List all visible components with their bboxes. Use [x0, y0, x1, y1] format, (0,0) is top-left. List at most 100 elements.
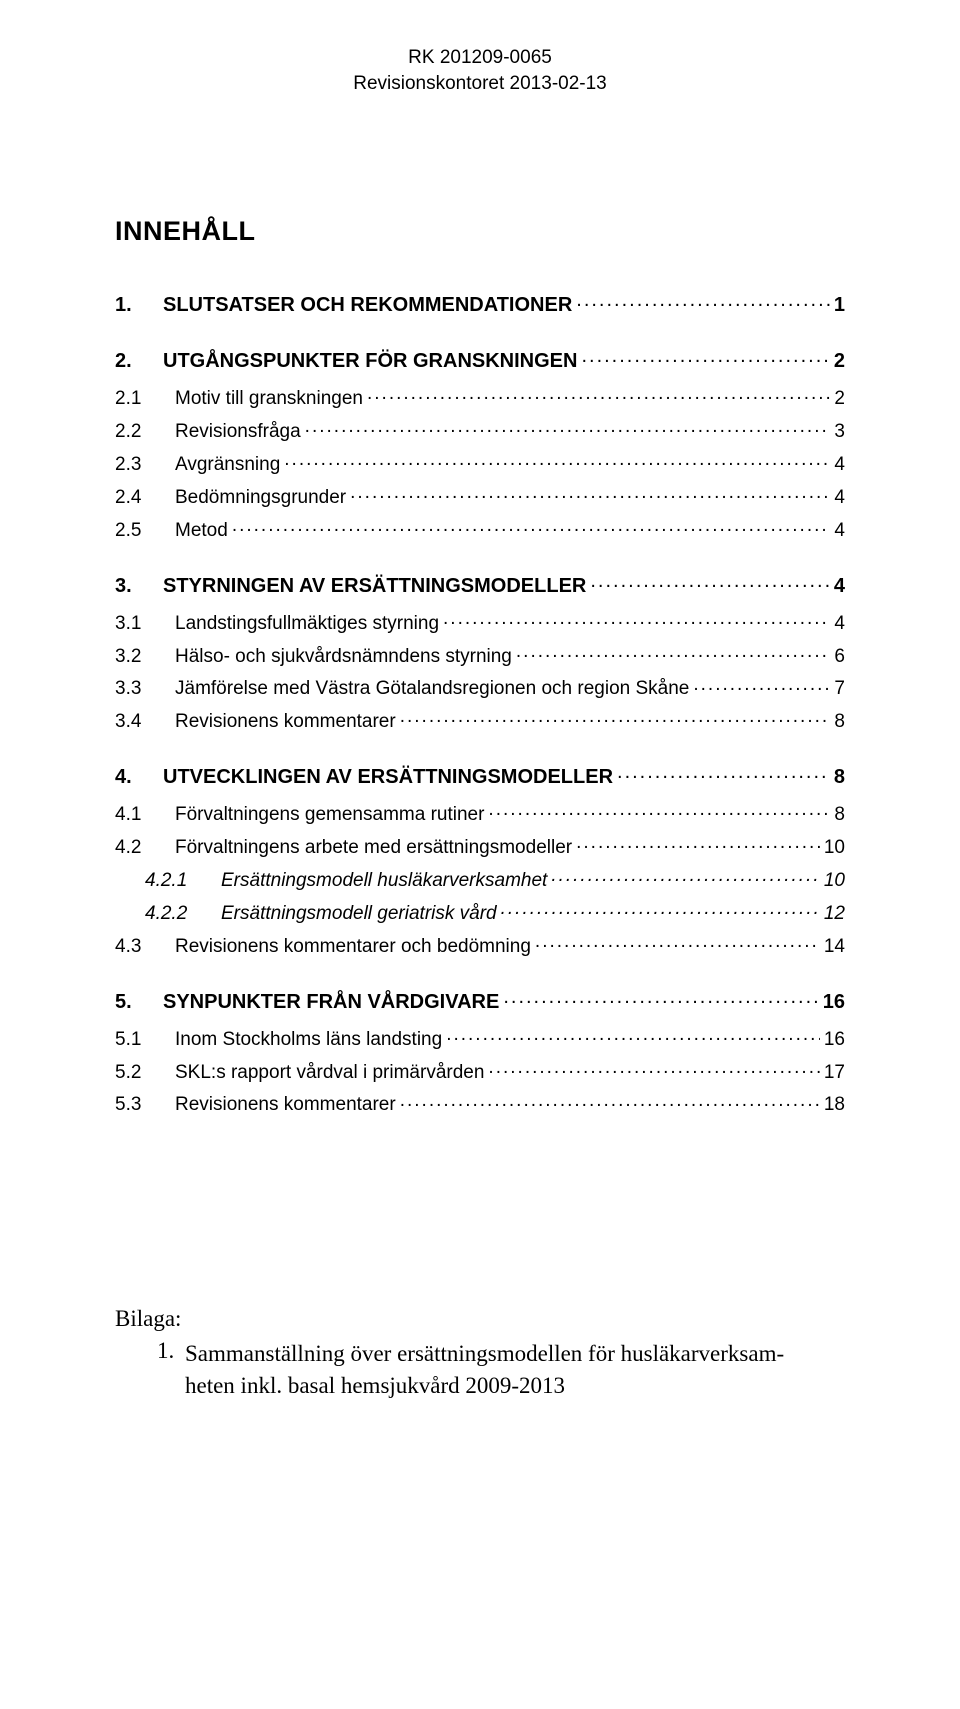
toc-num: 2.5: [115, 520, 157, 542]
toc-label: Revisionsfråga: [175, 421, 301, 443]
toc-page: 7: [834, 678, 845, 700]
toc-num: 5.2: [115, 1062, 157, 1084]
toc-leader-dots: [488, 799, 830, 820]
toc-page: 18: [824, 1094, 845, 1116]
toc-label: Inom Stockholms läns landsting: [175, 1029, 442, 1051]
toc-leader-dots: [284, 449, 830, 470]
bilaga-item-num: 1.: [157, 1338, 185, 1370]
bilaga-item-text-cont: heten inkl. basal hemsjukvård 2009-2013: [185, 1370, 845, 1402]
toc-leader-dots: [305, 416, 831, 437]
toc-num: 2.2: [115, 421, 157, 443]
toc-label: UTGÅNGSPUNKTER FÖR GRANSKNINGEN: [163, 350, 577, 373]
toc-num: 2.: [115, 350, 145, 373]
toc-label: Ersättningsmodell geriatrisk vård: [221, 903, 497, 925]
toc-row: 5.SYNPUNKTER FRÅN VÅRDGIVARE16: [115, 986, 845, 1014]
toc-row: 2.1Motiv till granskningen2: [115, 383, 845, 410]
toc-row: 4.3 Revisionens kommentarer och bedömning…: [115, 931, 845, 958]
toc-row: 4.UTVECKLINGEN AV ERSÄTTNINGSMODELLER8: [115, 761, 845, 789]
toc-page: 14: [824, 936, 845, 958]
toc-page: 4: [834, 575, 845, 598]
toc-label: SYNPUNKTER FRÅN VÅRDGIVARE: [163, 991, 499, 1014]
toc-num: 4.2.2: [145, 903, 203, 925]
toc-leader-dots: [443, 608, 830, 629]
toc-num: 4.1: [115, 804, 157, 826]
table-of-contents: 1.SLUTSATSER OCH REKOMMENDATIONER12.UTGÅ…: [115, 289, 845, 1116]
bilaga-item: 1. Sammanställning över ersättningsmodel…: [157, 1338, 845, 1370]
toc-page: 16: [823, 991, 845, 1014]
toc-leader-dots: [488, 1057, 819, 1078]
toc-label: Förvaltningens arbete med ersättningsmod…: [175, 837, 572, 859]
toc-num: 3.1: [115, 613, 157, 635]
toc-leader-dots: [516, 641, 831, 662]
toc-page: 10: [824, 837, 845, 859]
toc-leader-dots: [576, 289, 830, 311]
toc-leader-dots: [400, 706, 831, 727]
toc-num: 2.1: [115, 388, 157, 410]
toc-label: STYRNINGEN AV ERSÄTTNINGSMODELLER: [163, 575, 586, 598]
toc-num: 5.3: [115, 1094, 157, 1116]
document-header: RK 201209-0065 Revisionskontoret 2013-02…: [115, 45, 845, 96]
toc-row: 5.1Inom Stockholms läns landsting16: [115, 1024, 845, 1051]
toc-label: SKL:s rapport vårdval i primärvården: [175, 1062, 484, 1084]
toc-row: 5.3 Revisionens kommentarer 18: [115, 1090, 845, 1117]
bilaga-item-text: Sammanställning över ersättningsmodellen…: [185, 1338, 845, 1370]
toc-num: 5.1: [115, 1029, 157, 1051]
toc-num: 2.4: [115, 487, 157, 509]
toc-leader-dots: [581, 345, 829, 367]
toc-num: 4.2: [115, 837, 157, 859]
toc-leader-dots: [350, 482, 830, 503]
toc-row: 2. UTGÅNGSPUNKTER FÖR GRANSKNINGEN 2: [115, 345, 845, 373]
toc-leader-dots: [617, 761, 830, 783]
toc-leader-dots: [551, 865, 820, 886]
toc-row: 2.3 Avgränsning 4: [115, 449, 845, 476]
toc-page: 4: [834, 487, 845, 509]
toc-label: Revisionens kommentarer och bedömning: [175, 936, 531, 958]
toc-row: 4.1 Förvaltningens gemensamma rutiner 8: [115, 799, 845, 826]
toc-label: Förvaltningens gemensamma rutiner: [175, 804, 484, 826]
bilaga-title: Bilaga:: [115, 1306, 845, 1332]
toc-label: Revisionens kommentarer: [175, 1094, 396, 1116]
toc-page: 8: [834, 711, 845, 733]
toc-page: 8: [834, 804, 845, 826]
toc-row: 4.2 Förvaltningens arbete med ersättnings…: [115, 832, 845, 859]
toc-page: 2: [834, 350, 845, 373]
toc-row: 3.3Jämförelse med Västra Götalandsregion…: [115, 674, 845, 701]
toc-row: 3.4 Revisionens kommentarer 8: [115, 706, 845, 733]
toc-leader-dots: [535, 931, 820, 952]
toc-label: Revisionens kommentarer: [175, 711, 396, 733]
toc-label: Motiv till granskningen: [175, 388, 363, 410]
toc-label: Bedömningsgrunder: [175, 487, 346, 509]
toc-label: Avgränsning: [175, 454, 280, 476]
toc-row: 2.4 Bedömningsgrunder 4: [115, 482, 845, 509]
toc-num: 2.3: [115, 454, 157, 476]
toc-row: 2.5 Metod 4: [115, 515, 845, 542]
toc-leader-dots: [503, 986, 818, 1008]
toc-leader-dots: [367, 383, 830, 404]
toc-row: 3.2Hälso- och sjukvårdsnämndens styrning…: [115, 641, 845, 668]
toc-num: 4.: [115, 766, 145, 789]
toc-label: Metod: [175, 520, 228, 542]
toc-num: 4.3: [115, 936, 157, 958]
toc-page: 1: [834, 294, 845, 317]
toc-row: 3.STYRNINGEN AV ERSÄTTNINGSMODELLER4: [115, 570, 845, 598]
toc-page: 4: [834, 454, 845, 476]
toc-page: 4: [834, 613, 845, 635]
toc-num: 3.2: [115, 646, 157, 668]
toc-row: 4.2.1 Ersättningsmodell husläkarverksamhe…: [145, 865, 845, 892]
toc-label: Ersättningsmodell husläkarverksamhet: [221, 870, 547, 892]
toc-page: 3: [834, 421, 845, 443]
toc-leader-dots: [400, 1090, 820, 1111]
toc-leader-dots: [501, 898, 820, 919]
toc-page: 17: [824, 1062, 845, 1084]
toc-leader-dots: [590, 570, 830, 592]
header-date: Revisionskontoret 2013-02-13: [115, 71, 845, 97]
toc-label: UTVECKLINGEN AV ERSÄTTNINGSMODELLER: [163, 766, 613, 789]
toc-num: 4.2.1: [145, 870, 203, 892]
toc-label: Landstingsfullmäktiges styrning: [175, 613, 439, 635]
toc-leader-dots: [693, 674, 830, 695]
toc-page: 4: [834, 520, 845, 542]
toc-num: 3.4: [115, 711, 157, 733]
toc-row: 4.2.2Ersättningsmodell geriatrisk vård12: [145, 898, 845, 925]
toc-leader-dots: [576, 832, 820, 853]
toc-label: SLUTSATSER OCH REKOMMENDATIONER: [163, 294, 572, 317]
